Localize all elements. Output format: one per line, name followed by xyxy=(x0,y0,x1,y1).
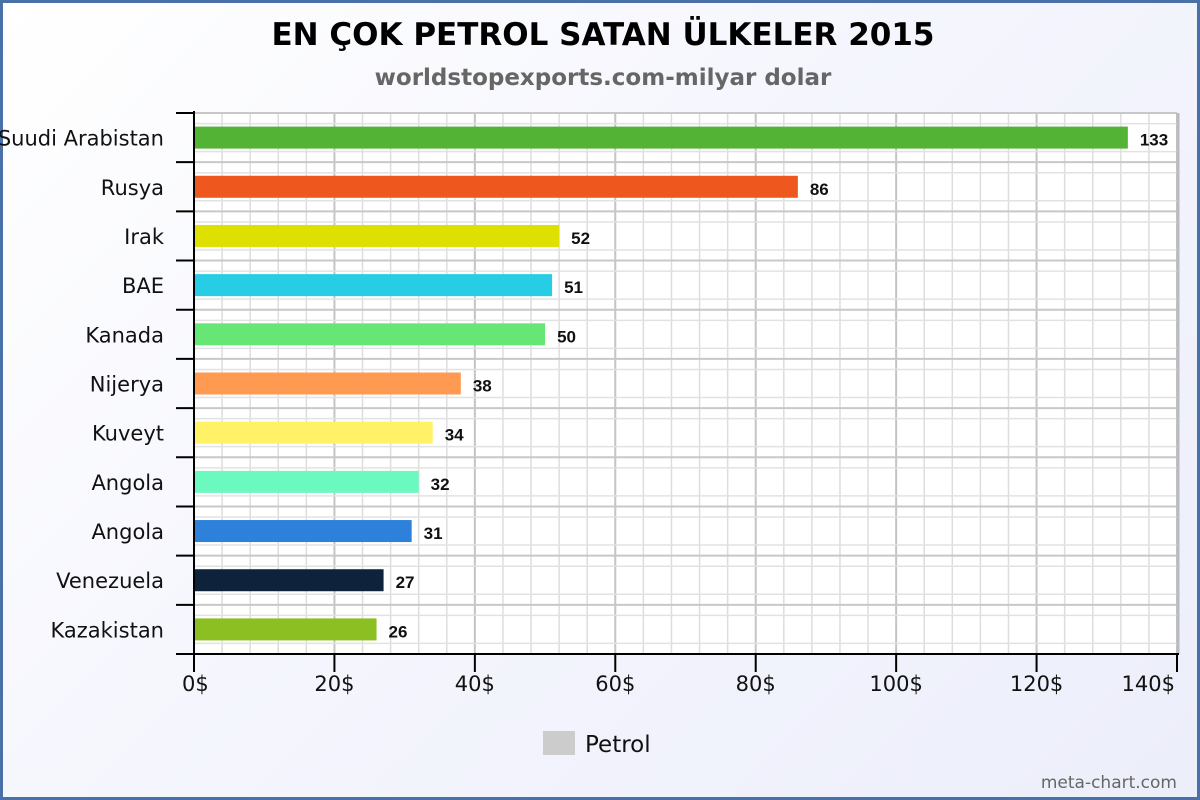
legend-swatch xyxy=(543,731,575,755)
bar-4 xyxy=(194,323,546,346)
chart-title: EN ÇOK PETROL SATAN ÜLKELER 2015 xyxy=(271,17,935,53)
x-tick-label: 100$ xyxy=(869,672,922,696)
bar-3 xyxy=(194,274,553,297)
category-label: Angola xyxy=(91,520,164,544)
category-label: Kazakistan xyxy=(50,618,164,642)
bar-6 xyxy=(194,421,433,444)
bar-5 xyxy=(194,372,461,395)
category-label: Angola xyxy=(91,471,164,495)
data-label: 38 xyxy=(473,377,492,396)
data-label: 51 xyxy=(564,278,583,297)
x-tick-label: 60$ xyxy=(595,672,635,696)
bar-0 xyxy=(194,126,1128,149)
data-label: 27 xyxy=(396,573,415,592)
category-label: BAE xyxy=(122,274,164,298)
category-label: Venezuela xyxy=(56,569,164,593)
x-tick-label: 0$ xyxy=(182,672,209,696)
category-label: Suudi Arabistan xyxy=(0,127,164,151)
category-label: Irak xyxy=(124,225,165,249)
category-label: Nijerya xyxy=(90,373,164,397)
x-tick-label: 80$ xyxy=(736,672,776,696)
data-label: 52 xyxy=(571,229,590,248)
category-label: Kuveyt xyxy=(92,422,164,446)
data-label: 31 xyxy=(424,524,443,543)
bar-9 xyxy=(194,569,384,592)
x-tick-label: 120$ xyxy=(1010,672,1063,696)
data-label: 50 xyxy=(557,327,576,346)
bar-7 xyxy=(194,470,419,493)
data-label: 133 xyxy=(1140,131,1168,150)
legend-label: Petrol xyxy=(585,732,651,758)
data-label: 32 xyxy=(431,475,450,494)
chart-subtitle: worldstopexports.com-milyar dolar xyxy=(374,65,832,91)
x-tick-label: 140$ xyxy=(1122,672,1175,696)
bar-2 xyxy=(194,224,560,247)
bar-10 xyxy=(194,618,377,641)
bar-1 xyxy=(194,175,798,198)
bar-8 xyxy=(194,520,412,543)
data-label: 86 xyxy=(810,180,829,199)
data-label: 34 xyxy=(445,426,464,445)
category-label: Rusya xyxy=(101,176,164,200)
x-tick-label: 40$ xyxy=(455,672,495,696)
credit-link[interactable]: meta-chart.com xyxy=(1040,773,1177,793)
data-label: 26 xyxy=(389,622,408,641)
category-label: Kanada xyxy=(85,323,164,347)
x-tick-label: 20$ xyxy=(314,672,354,696)
